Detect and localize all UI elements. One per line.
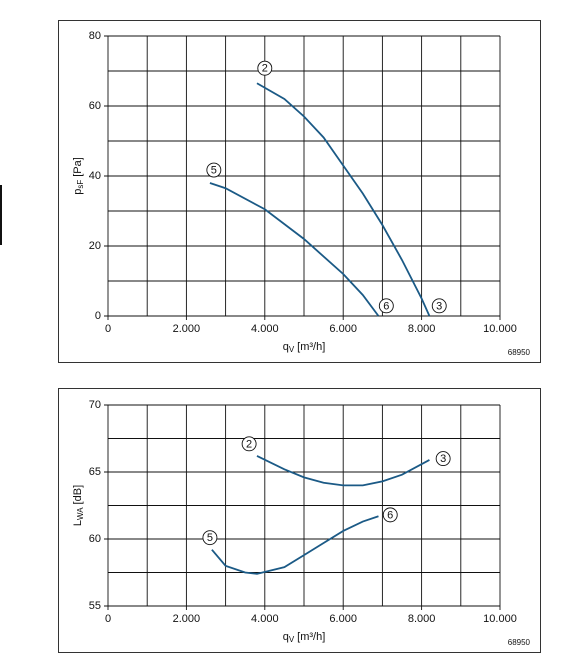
x-axis-label-sub: V: [289, 635, 295, 644]
curve: [256, 455, 430, 487]
y-tick-label: 80: [89, 30, 101, 42]
x-axis-label-sub: V: [289, 345, 295, 354]
curve-marker: [202, 530, 218, 546]
x-axis-label-main: q: [283, 631, 289, 643]
x-tick-label: 8.000: [408, 323, 436, 335]
curve-label: 3: [440, 453, 446, 465]
y-axis-label-main: p: [72, 189, 84, 195]
figure-code: 68950: [508, 348, 531, 357]
curve-label: 6: [383, 300, 389, 312]
x-tick-label: 6.000: [329, 323, 357, 335]
y-tick-label: 55: [89, 600, 101, 612]
x-tick-label: 4.000: [251, 613, 279, 625]
x-axis-label-main: q: [283, 341, 289, 353]
y-tick-label: 40: [89, 170, 101, 182]
curve-marker: [378, 298, 394, 314]
curve-label: 2: [246, 438, 252, 450]
curve-label: 5: [211, 164, 217, 176]
curve-label: 2: [262, 63, 268, 75]
curve-marker: [257, 60, 273, 76]
x-axis-label-unit: [m³/h]: [297, 341, 325, 353]
x-tick-label: 0: [105, 323, 111, 335]
y-axis-label-unit: [Pa]: [72, 157, 84, 177]
y-tick-label: 0: [95, 310, 101, 322]
x-axis-label: qV [m³/h]: [283, 631, 326, 644]
x-tick-label: 2.000: [173, 323, 201, 335]
curve-marker: [241, 436, 257, 452]
curve: [211, 515, 379, 575]
y-axis-label-sub: WA: [76, 507, 85, 520]
y-tick-label: 70: [89, 399, 101, 411]
x-tick-label: 10.000: [483, 613, 517, 625]
curve-label: 3: [436, 300, 442, 312]
curve: [209, 182, 380, 317]
panel-frame: [58, 388, 541, 653]
y-tick-label: 60: [89, 533, 101, 545]
curve-label: 6: [387, 509, 393, 521]
x-axis-label: qV [m³/h]: [283, 341, 326, 354]
y-axis-label-unit: [dB]: [72, 485, 84, 505]
y-axis-label-main: L: [72, 520, 84, 526]
curve-marker: [435, 451, 451, 467]
x-tick-label: 10.000: [483, 323, 517, 335]
curve-marker: [206, 162, 222, 178]
x-tick-label: 0: [105, 613, 111, 625]
x-tick-label: 4.000: [251, 323, 279, 335]
y-axis-label: psF [Pa]: [72, 157, 85, 195]
curve: [256, 82, 431, 317]
y-axis-label: LWA [dB]: [72, 485, 85, 526]
x-tick-label: 8.000: [408, 613, 436, 625]
curve-label: 5: [207, 532, 213, 544]
curve-marker: [382, 507, 398, 523]
y-axis-label-sub: sF: [76, 180, 85, 189]
y-tick-label: 65: [89, 466, 101, 478]
y-tick-label: 60: [89, 100, 101, 112]
x-tick-label: 6.000: [329, 613, 357, 625]
y-tick-label: 20: [89, 240, 101, 252]
figure-code: 68950: [508, 638, 531, 647]
edge-bar: [0, 185, 2, 245]
panel-frame: [58, 20, 541, 363]
x-axis-label-unit: [m³/h]: [297, 631, 325, 643]
curve-marker: [431, 298, 447, 314]
x-tick-label: 2.000: [173, 613, 201, 625]
